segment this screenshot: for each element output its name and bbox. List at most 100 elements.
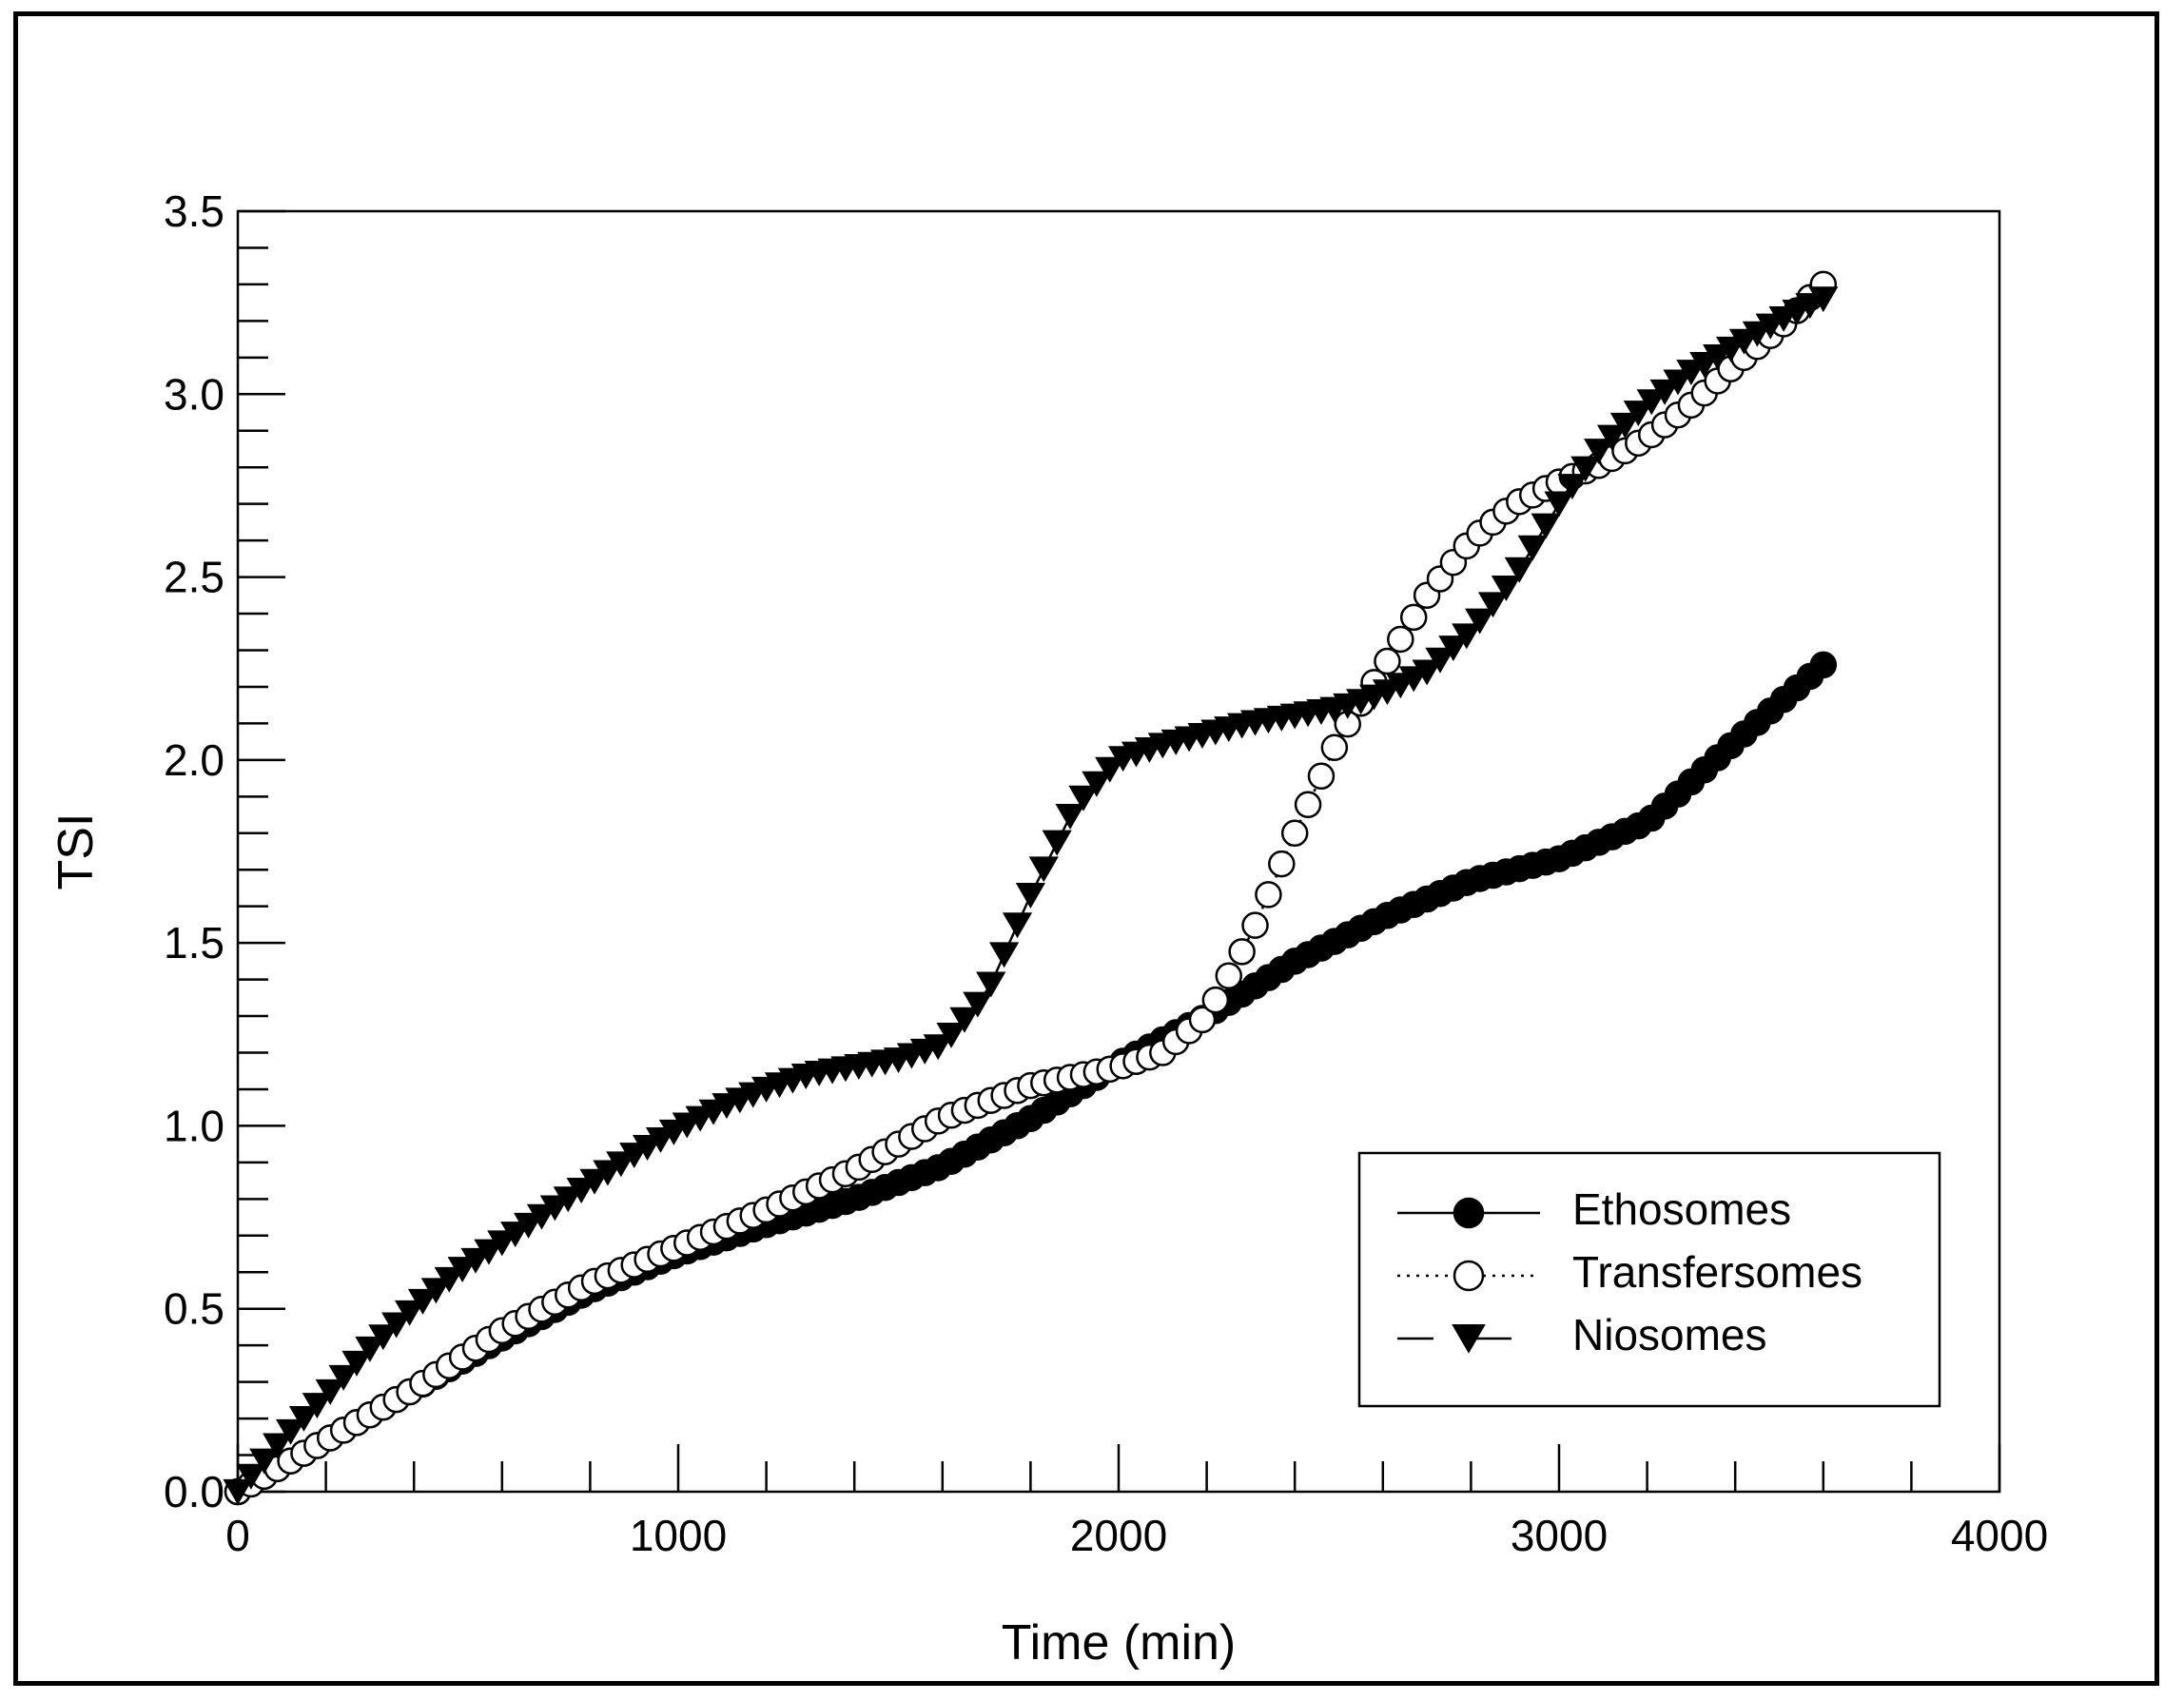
y-tick-label: 1.0 — [164, 1101, 224, 1150]
legend-marker — [1453, 1260, 1485, 1292]
data-point — [288, 1405, 320, 1432]
y-tick-label: 1.5 — [164, 918, 224, 968]
data-point — [539, 1195, 570, 1222]
data-point — [1808, 286, 1839, 313]
figure-frame: 0.0 0.5 1.0 1.5 2.0 2.5 3.0 3.5 0 1000 2000 3000 40… — [13, 11, 2159, 1686]
data-point — [1255, 881, 1282, 909]
data-point — [1809, 651, 1838, 679]
y-tick-label: 0.0 — [164, 1467, 224, 1516]
data-point — [487, 1230, 517, 1257]
data-point — [1215, 962, 1242, 990]
data-point — [1095, 756, 1125, 783]
data-point — [1228, 938, 1256, 966]
data-point — [1280, 819, 1309, 848]
data-point — [407, 1288, 439, 1315]
x-axis-label: Time (min) — [1002, 1615, 1237, 1671]
y-tick-label: 2.0 — [164, 735, 224, 785]
data-point — [989, 942, 1020, 968]
data-point — [381, 1312, 412, 1339]
legend-box — [1357, 1151, 1941, 1408]
data-point — [1504, 557, 1534, 583]
data-point — [315, 1378, 345, 1405]
data-point — [447, 1257, 478, 1283]
legend: Ethosomes Transfersomes Niosomes — [1357, 1151, 1941, 1408]
data-point — [1557, 474, 1588, 500]
data-point — [368, 1324, 399, 1351]
data-point — [963, 991, 993, 1018]
data-point — [1477, 592, 1509, 618]
data-point — [1042, 830, 1072, 856]
data-point — [1068, 785, 1099, 811]
data-point — [1452, 623, 1482, 650]
x-tick-label: 3000 — [1511, 1511, 1608, 1560]
data-point — [420, 1278, 451, 1304]
data-point — [1544, 491, 1574, 518]
data-point — [923, 1034, 953, 1061]
data-point — [1438, 635, 1469, 662]
data-point — [275, 1418, 306, 1445]
data-point — [1623, 401, 1653, 427]
data-point — [1663, 369, 1693, 396]
x-tick-label: 1000 — [630, 1511, 727, 1560]
series-layer — [223, 270, 1839, 1506]
x-tick-label: 2000 — [1070, 1511, 1167, 1560]
y-tick-label: 3.0 — [164, 369, 224, 419]
data-point — [526, 1203, 557, 1230]
x-axis-ticks: 0 1000 2000 3000 4000 — [225, 1444, 2048, 1560]
data-point — [1002, 912, 1033, 939]
data-point — [949, 1007, 980, 1033]
data-point — [1517, 535, 1548, 561]
data-point — [1570, 456, 1601, 482]
data-point — [1082, 771, 1112, 797]
data-point — [1596, 424, 1628, 451]
data-point — [1307, 762, 1336, 791]
data-point — [434, 1266, 464, 1293]
data-point — [394, 1300, 425, 1326]
data-point — [328, 1364, 359, 1391]
data-point — [1374, 647, 1401, 675]
legend-items — [1397, 1197, 1540, 1354]
series-niosomes — [223, 286, 1839, 1505]
data-point — [1636, 389, 1667, 416]
data-point — [513, 1212, 544, 1239]
data-point — [1241, 911, 1269, 939]
data-point — [1412, 659, 1442, 686]
data-point — [566, 1178, 596, 1203]
y-tick-label: 0.5 — [164, 1284, 224, 1334]
y-tick-label: 2.5 — [164, 553, 224, 602]
data-point — [263, 1433, 293, 1459]
y-axis-label: TSI — [49, 813, 104, 890]
y-tick-label: 3.5 — [164, 186, 224, 236]
data-point — [500, 1222, 531, 1248]
x-tick-label: 0 — [225, 1511, 250, 1560]
data-point — [1201, 986, 1230, 1014]
data-point — [1387, 625, 1414, 654]
data-point — [1465, 608, 1495, 635]
data-point — [1584, 439, 1614, 465]
data-point — [1268, 850, 1296, 878]
legend-label-ethosomes: Ethosomes — [1572, 1184, 1791, 1234]
data-point — [1425, 647, 1455, 674]
data-point — [1531, 513, 1561, 539]
data-point — [936, 1022, 966, 1048]
data-point — [460, 1247, 491, 1274]
data-point — [1320, 733, 1349, 762]
data-point — [236, 1463, 266, 1490]
data-point — [1028, 856, 1059, 883]
data-point — [1015, 883, 1046, 909]
data-point — [1491, 576, 1522, 601]
legend-label-niosomes: Niosomes — [1572, 1310, 1767, 1359]
data-point — [474, 1239, 504, 1265]
data-point — [1188, 1006, 1217, 1034]
data-point — [341, 1350, 372, 1377]
data-point — [355, 1336, 385, 1362]
data-point — [1294, 791, 1322, 819]
data-point — [1649, 379, 1680, 405]
data-point — [553, 1186, 583, 1213]
data-point — [579, 1168, 610, 1195]
data-point — [1399, 603, 1428, 632]
data-point — [1609, 412, 1641, 439]
data-point — [223, 1478, 253, 1505]
legend-label-transfersomes: Transfersomes — [1572, 1247, 1862, 1297]
data-point — [976, 971, 1006, 998]
